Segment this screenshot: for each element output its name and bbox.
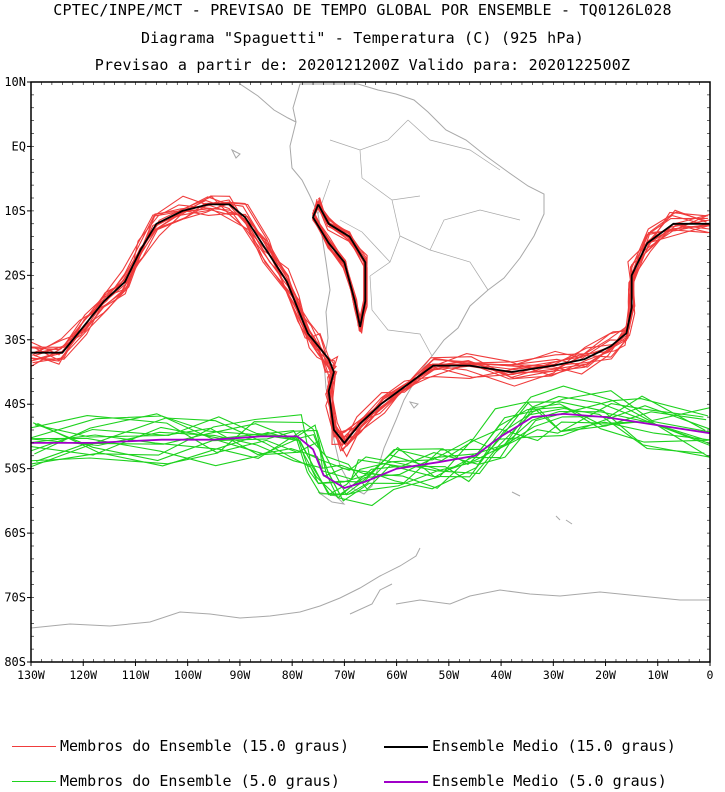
ensemble-member-5-line: [31, 403, 708, 489]
ensemble-member-15-line: [31, 204, 708, 433]
lon-label: 10W: [647, 668, 668, 682]
ensemble-member-15-line: [31, 199, 710, 444]
title-line-3: Previsao a partir de: 2020121200Z Valido…: [94, 56, 631, 74]
legend-label: Membros do Ensemble (15.0 graus): [60, 737, 349, 755]
lat-label: EQ: [12, 139, 26, 153]
lon-label: 120W: [69, 668, 97, 682]
legend-label: Ensemble Medio (15.0 graus): [432, 737, 676, 755]
lat-label: 80S: [4, 655, 26, 669]
legend-item-mean-5: Ensemble Medio (5.0 graus): [384, 772, 667, 790]
lon-label: 90W: [230, 668, 251, 682]
legend-swatch: [12, 746, 56, 747]
ensemble-mean-15: [31, 203, 710, 445]
spaghetti-map: 10N EQ 10S 20S 30S 40S 50S 60S 70S 80S 130W 120W 11…: [4, 75, 714, 682]
lat-label: 20S: [4, 268, 26, 282]
lon-label: 80W: [282, 668, 303, 682]
ensemble-member-15-line: [31, 199, 707, 438]
lat-label: 60S: [4, 526, 26, 540]
ensemble-member-15-line: [32, 201, 709, 452]
ensemble-member-5-line: [34, 385, 710, 490]
lon-label: 70W: [334, 668, 355, 682]
legend-swatch: [384, 745, 428, 748]
ensemble-member-5-line: [32, 401, 710, 496]
ensemble-member-15-line: [33, 208, 710, 446]
ensemble-member-5-line: [31, 390, 710, 483]
legend-swatch: [12, 781, 56, 782]
lon-label: 20W: [595, 668, 616, 682]
borders: [317, 119, 521, 357]
legend-item-members-5: Membros do Ensemble (5.0 graus): [12, 772, 340, 790]
ensemble-mean-5: [31, 412, 710, 489]
map-frame: [30, 81, 711, 663]
lon-label: 30W: [543, 668, 564, 682]
latitude-axis: 10N EQ 10S 20S 30S 40S 50S 60S 70S 80S: [4, 75, 710, 669]
lat-label: 70S: [4, 591, 26, 605]
lon-label: 0: [707, 668, 714, 682]
longitude-axis: 130W 120W 110W 100W 90W 80W 70W 60W 50W 40W 30W 20W…: [17, 82, 714, 682]
ensemble-member-15-loop: [312, 202, 367, 333]
ensemble-member-5-line: [31, 403, 704, 496]
lat-label: 10N: [4, 75, 26, 89]
lat-label: 10S: [4, 204, 26, 218]
central-america-coast: [239, 83, 297, 123]
lon-label: 50W: [438, 668, 459, 682]
ensemble-member-15-line: [33, 195, 710, 447]
ensemble-member-5-line: [31, 407, 705, 491]
ensemble-member-5-line: [31, 409, 707, 502]
lon-label: 100W: [174, 668, 202, 682]
legend-label: Membros do Ensemble (5.0 graus): [60, 772, 340, 790]
ensemble-member-5-line: [31, 407, 710, 496]
legend-swatch: [384, 780, 428, 783]
lat-label: 50S: [4, 462, 26, 476]
lat-label: 40S: [4, 397, 26, 411]
ensemble-member-5-line: [31, 410, 710, 475]
legend-item-members-15: Membros do Ensemble (15.0 graus): [12, 737, 349, 755]
legend-item-mean-15: Ensemble Medio (15.0 graus): [384, 737, 676, 755]
title-line-1: CPTEC/INPE/MCT - PREVISAO DE TEMPO GLOBA…: [53, 1, 672, 19]
title-line-2: Diagrama "Spaguetti" - Temperatura (C) (…: [140, 29, 585, 47]
lon-label: 60W: [386, 668, 407, 682]
lat-label: 30S: [4, 333, 26, 347]
antarctica-coast: [31, 547, 710, 629]
lon-label: 40W: [491, 668, 512, 682]
lon-label: 110W: [122, 668, 150, 682]
ensemble-member-5-line: [31, 406, 709, 496]
islands: [230, 148, 573, 525]
legend-label: Ensemble Medio (5.0 graus): [432, 772, 667, 790]
lon-label: 130W: [17, 668, 45, 682]
